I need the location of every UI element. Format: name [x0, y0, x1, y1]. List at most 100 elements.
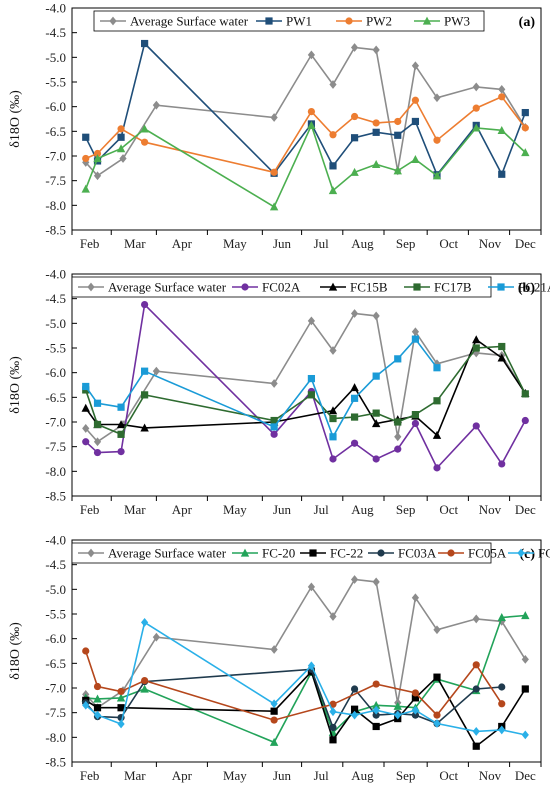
data-point	[521, 124, 529, 132]
data-point	[433, 719, 441, 728]
data-point	[116, 144, 126, 153]
y-tick-label: -6.0	[45, 631, 66, 646]
x-tick-label: Oct	[439, 236, 458, 251]
data-point	[498, 170, 506, 178]
data-point	[411, 411, 420, 419]
y-tick-label: -4.0	[45, 533, 66, 548]
series-line	[85, 95, 526, 174]
legend-entry: Average Surface water	[130, 14, 249, 29]
legend-entry: FC-20	[262, 546, 295, 561]
x-tick-label: Sep	[396, 502, 416, 517]
data-point	[372, 577, 380, 587]
data-point	[350, 134, 359, 142]
data-point	[433, 397, 441, 405]
data-point	[270, 716, 278, 724]
data-point	[372, 680, 380, 688]
data-point	[371, 419, 381, 428]
data-point	[82, 382, 90, 391]
data-point	[432, 430, 442, 439]
data-point	[433, 464, 441, 472]
x-tick-label: Mar	[124, 502, 146, 517]
data-point	[329, 433, 337, 441]
x-tick-label: Mar	[124, 768, 146, 783]
data-point	[93, 437, 102, 447]
legend-swatch-marker	[265, 17, 273, 25]
y-tick-label: -5.0	[45, 50, 66, 65]
x-tick-label: Oct	[439, 768, 458, 783]
series-line	[85, 312, 526, 443]
data-point	[498, 725, 506, 735]
data-point	[117, 125, 125, 133]
data-point	[521, 390, 529, 398]
legend: Average Surface water PW1 PW2 PW3	[93, 10, 485, 32]
data-point	[372, 311, 380, 321]
legend-entry: PW3	[444, 14, 470, 29]
data-point	[93, 171, 102, 181]
data-point	[521, 108, 529, 117]
data-point	[329, 612, 337, 621]
x-tick-label: Jul	[314, 502, 330, 517]
data-point	[329, 162, 337, 170]
y-tick-label: -8.5	[45, 755, 66, 770]
data-point	[140, 124, 149, 133]
data-point	[270, 113, 278, 122]
legend-swatch-marker	[87, 548, 95, 558]
data-point	[81, 403, 90, 412]
legend-swatch-marker	[413, 283, 421, 291]
legend: Average Surface water FC-20 FC-22 FC03A FC05…	[71, 542, 550, 564]
y-tick-label: -5.5	[45, 75, 66, 90]
series-pw2	[82, 93, 529, 176]
data-point	[350, 710, 359, 720]
data-point	[93, 149, 102, 158]
data-point	[329, 455, 337, 463]
data-point	[372, 409, 380, 417]
legend-entry: FC17B	[434, 280, 472, 295]
y-tick-label: -4.5	[45, 25, 66, 40]
data-point	[329, 131, 337, 139]
data-point	[82, 438, 90, 446]
data-point	[498, 85, 506, 94]
data-point	[350, 112, 359, 121]
data-point	[307, 316, 316, 326]
x-tick-label: Jul	[314, 768, 330, 783]
data-point	[152, 100, 160, 110]
y-tick-label: -8.5	[45, 223, 66, 238]
data-point	[498, 700, 506, 708]
y-axis-label: δ18O (‰)	[8, 356, 23, 414]
data-point	[140, 423, 149, 432]
data-point	[472, 614, 480, 624]
y-tick-label: -4.5	[45, 291, 66, 306]
legend-swatch-marker	[422, 16, 432, 25]
data-point	[433, 673, 441, 681]
legend-swatch-marker	[240, 548, 250, 557]
x-tick-label: Aug	[351, 768, 374, 783]
x-tick-label: May	[223, 502, 247, 517]
x-tick-label: Apr	[172, 768, 193, 783]
y-tick-label: -8.5	[45, 489, 66, 504]
x-tick-label: Apr	[172, 236, 193, 251]
y-tick-label: -4.5	[45, 557, 66, 572]
data-point	[307, 50, 316, 60]
data-point	[350, 575, 359, 584]
data-point	[497, 353, 506, 362]
data-point	[433, 711, 441, 719]
series-line	[85, 46, 526, 177]
data-point	[93, 154, 102, 163]
series-pw3	[81, 121, 530, 211]
data-point	[472, 742, 480, 750]
data-point	[472, 344, 480, 352]
x-tick-label: Apr	[172, 502, 193, 517]
data-point	[472, 335, 481, 344]
x-tick-label: Feb	[80, 502, 100, 517]
plot-frame	[71, 7, 542, 231]
series-fc17b	[82, 342, 529, 438]
data-point	[350, 439, 359, 447]
data-point	[394, 432, 402, 442]
data-point	[394, 418, 402, 426]
data-point	[117, 403, 125, 411]
data-point	[93, 710, 102, 720]
data-point	[521, 148, 530, 157]
data-point	[270, 430, 278, 438]
data-point	[329, 723, 337, 732]
data-point	[433, 364, 441, 372]
